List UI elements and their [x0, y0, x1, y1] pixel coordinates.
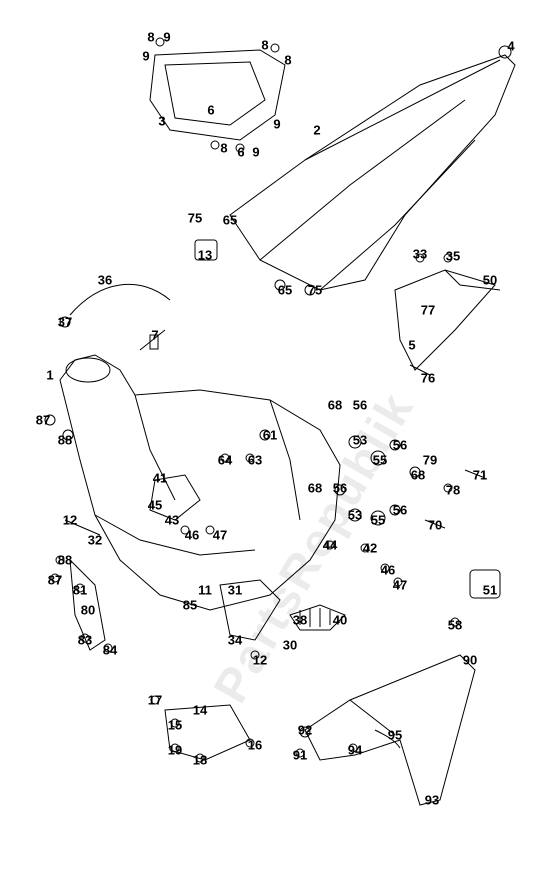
callout-number: 35	[446, 250, 460, 263]
callout-number: 4	[507, 40, 514, 53]
callout-number: 5	[408, 339, 415, 352]
callout-number: 94	[348, 744, 362, 757]
callout-number: 58	[448, 619, 462, 632]
callout-number: 32	[88, 534, 102, 547]
callout-number: 18	[193, 754, 207, 767]
callout-number: 56	[353, 399, 367, 412]
callout-number: 47	[393, 579, 407, 592]
callout-number: 50	[483, 274, 497, 287]
callout-number: 8	[284, 54, 291, 67]
callout-number: 78	[446, 484, 460, 497]
callout-number: 71	[473, 469, 487, 482]
callout-number: 37	[58, 316, 72, 329]
callout-number: 41	[153, 472, 167, 485]
callout-number: 56	[393, 504, 407, 517]
callout-number: 43	[165, 514, 179, 527]
callout-number: 91	[293, 749, 307, 762]
callout-number: 6	[207, 104, 214, 117]
callout-number: 79	[423, 454, 437, 467]
callout-number: 63	[248, 454, 262, 467]
callout-number: 68	[328, 399, 342, 412]
callout-number: 81	[73, 584, 87, 597]
callout-number: 87	[36, 414, 50, 427]
callout-number: 88	[58, 554, 72, 567]
callout-number: 40	[333, 614, 347, 627]
parts-diagram: PartsRepublik 89849863928697565331335503…	[0, 0, 557, 871]
callout-number: 87	[48, 574, 62, 587]
callout-number: 17	[148, 694, 162, 707]
callout-number: 44	[323, 539, 337, 552]
callout-number: 75	[188, 212, 202, 225]
callout-number: 38	[293, 614, 307, 627]
callout-number: 9	[252, 146, 259, 159]
callout-number: 9	[142, 50, 149, 63]
callout-number: 15	[168, 719, 182, 732]
callout-number: 95	[388, 729, 402, 742]
callout-number: 53	[348, 509, 362, 522]
callout-number: 68	[411, 469, 425, 482]
callout-number: 75	[308, 284, 322, 297]
callout-number: 19	[168, 744, 182, 757]
callout-number: 47	[213, 529, 227, 542]
callout-number: 8	[220, 142, 227, 155]
callout-number: 13	[198, 249, 212, 262]
callout-number: 12	[253, 654, 267, 667]
callout-number: 46	[381, 564, 395, 577]
callout-number: 83	[78, 634, 92, 647]
callout-number: 51	[483, 584, 497, 597]
callout-number: 65	[223, 214, 237, 227]
callout-number: 2	[313, 124, 320, 137]
callout-number: 90	[463, 654, 477, 667]
callout-number: 7	[151, 329, 158, 342]
callout-number: 76	[421, 372, 435, 385]
callout-number: 61	[263, 429, 277, 442]
callout-number: 68	[308, 482, 322, 495]
callout-number: 55	[373, 454, 387, 467]
callout-number: 77	[421, 304, 435, 317]
callout-number: 30	[283, 639, 297, 652]
callout-number: 6	[237, 146, 244, 159]
callout-number: 80	[81, 604, 95, 617]
callout-number: 12	[63, 514, 77, 527]
callout-number: 93	[425, 794, 439, 807]
callout-number: 92	[298, 724, 312, 737]
callout-number: 45	[148, 499, 162, 512]
callout-number: 8	[261, 39, 268, 52]
callout-number: 46	[185, 529, 199, 542]
callout-number: 14	[193, 704, 207, 717]
callout-number: 56	[333, 482, 347, 495]
callout-number: 64	[218, 454, 232, 467]
callout-number: 9	[163, 31, 170, 44]
callout-number: 53	[353, 434, 367, 447]
callout-number: 56	[393, 439, 407, 452]
callout-number: 70	[428, 519, 442, 532]
callout-number: 31	[228, 584, 242, 597]
callout-number: 9	[273, 118, 280, 131]
callout-number: 11	[198, 584, 212, 597]
callout-number: 36	[98, 274, 112, 287]
callout-number: 84	[103, 644, 117, 657]
callout-number: 1	[46, 369, 53, 382]
callout-number: 65	[278, 284, 292, 297]
callout-number: 3	[158, 115, 165, 128]
callout-number: 8	[147, 31, 154, 44]
callout-number: 33	[413, 248, 427, 261]
callout-number: 42	[363, 542, 377, 555]
callout-number: 85	[183, 599, 197, 612]
callout-number: 55	[371, 514, 385, 527]
callout-number: 16	[248, 739, 262, 752]
callout-number: 88	[58, 434, 72, 447]
callout-number: 34	[228, 634, 242, 647]
